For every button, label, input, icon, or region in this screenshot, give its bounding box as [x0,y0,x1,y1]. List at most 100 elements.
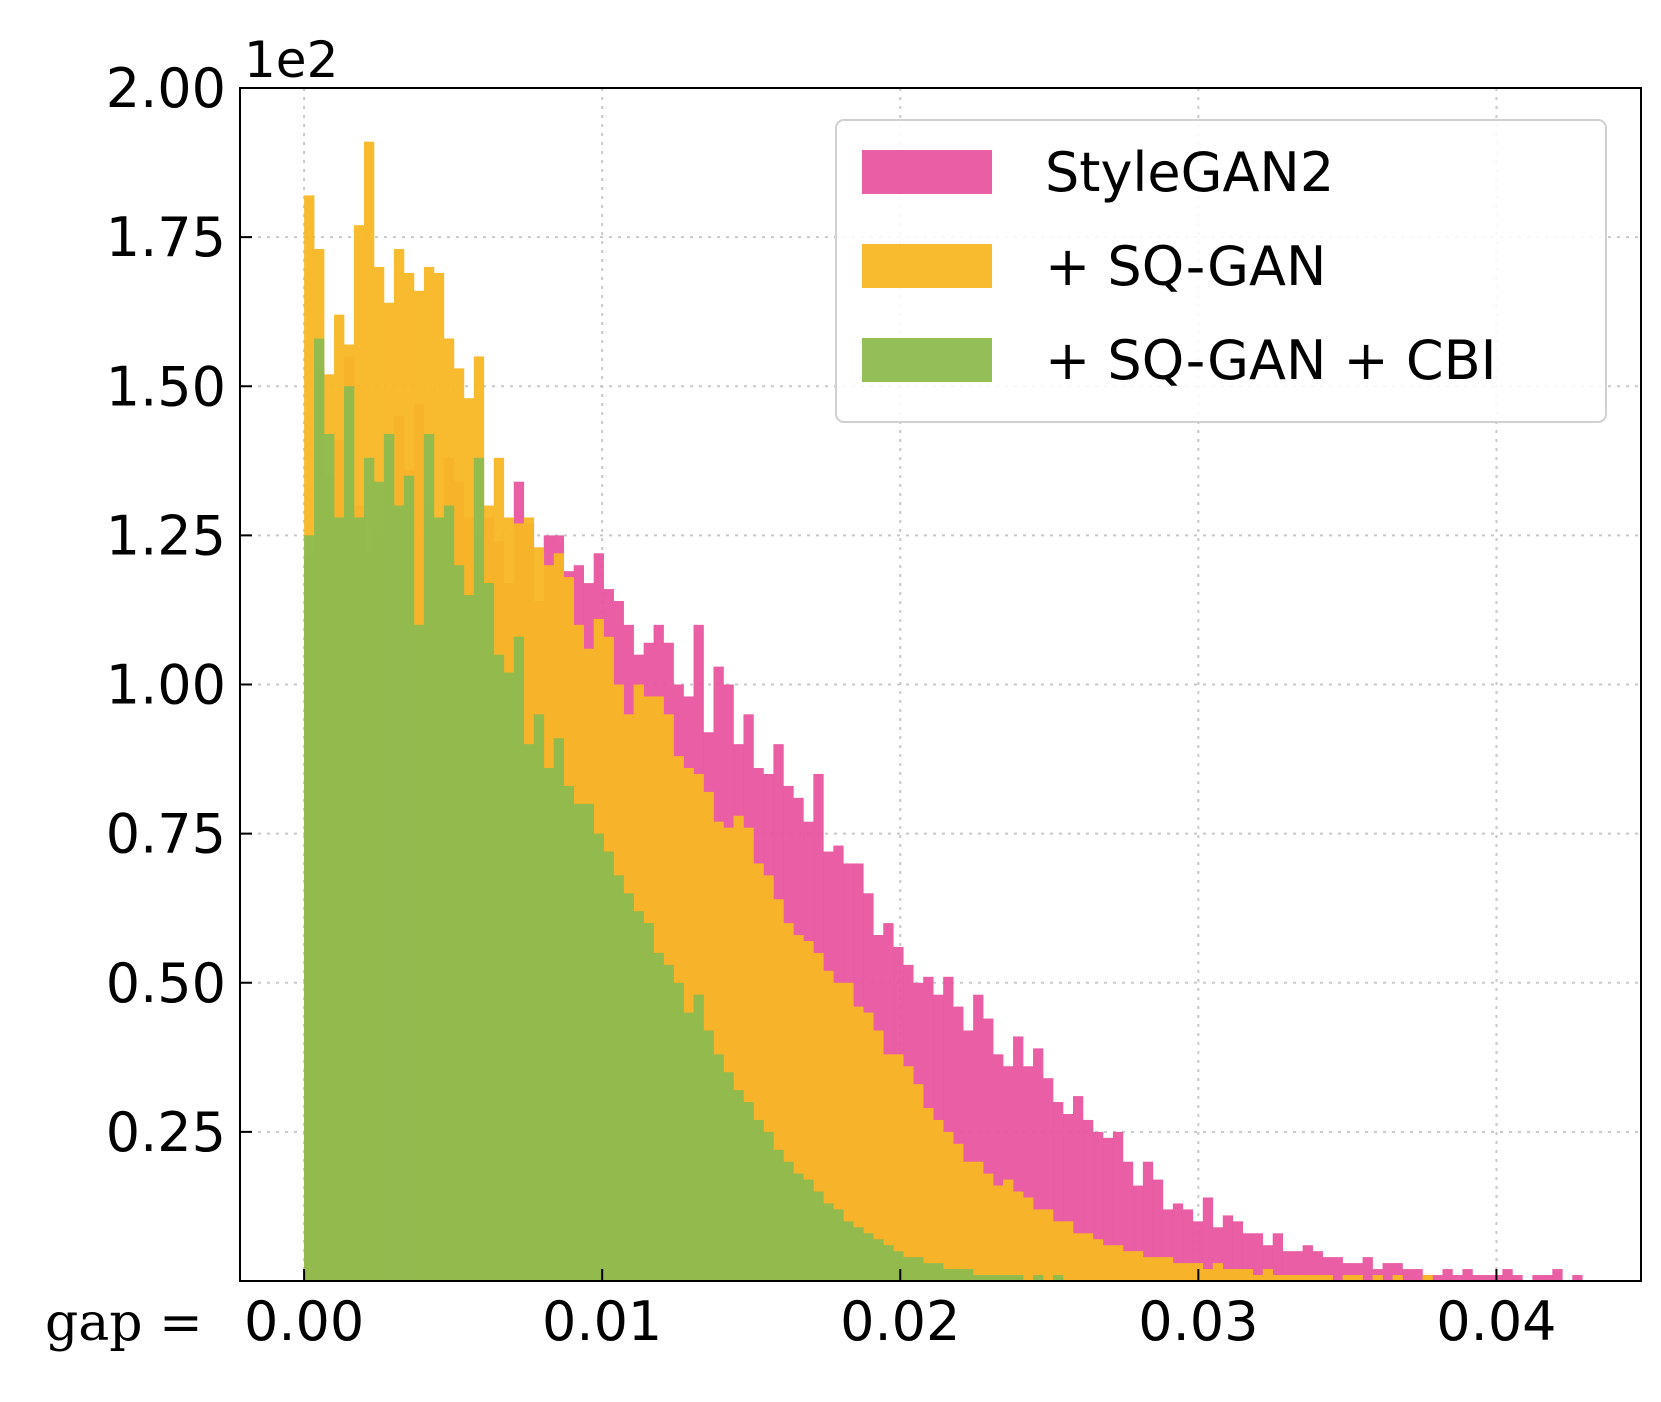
bar [923,1108,934,1281]
bar [843,982,854,1281]
bar [1532,1275,1543,1281]
bar [1352,1275,1363,1281]
bar [1552,1269,1563,1281]
bar [1342,1275,1353,1281]
bar [943,1131,954,1281]
y-tick-label: 2.00 [106,57,226,120]
bar [423,433,435,1282]
bar [603,851,614,1281]
bar [453,565,465,1281]
legend-label: + SQ-GAN + CBI [1045,329,1497,392]
bar [963,1161,974,1281]
bar [1432,1275,1443,1281]
bar [913,1257,924,1281]
bar [483,583,495,1281]
bar [1033,1048,1044,1281]
bar [873,1239,884,1281]
bar [1033,1209,1044,1281]
bar [773,899,784,1281]
bar [1502,1269,1513,1281]
bar [763,875,774,1281]
bar [1302,1275,1313,1281]
x-tick-label: 0.02 [840,1290,960,1353]
bar [373,481,385,1281]
bar [853,1227,864,1281]
bar [643,923,654,1281]
bar [653,952,664,1281]
bar [1232,1221,1244,1281]
bar [543,768,555,1281]
bar [1352,1263,1363,1281]
bar [1272,1275,1284,1281]
bar [903,1257,914,1281]
bar [883,1245,894,1281]
bar [973,994,984,1281]
legend-label: + SQ-GAN [1045,235,1326,298]
bar [1013,1275,1024,1281]
bar [703,1030,714,1281]
bar [973,1275,984,1281]
bar [473,457,485,1282]
bar [1382,1263,1393,1281]
bar [1092,1131,1104,1281]
bar [1033,1275,1044,1281]
bar [1142,1161,1154,1281]
y-offset-label: 1e2 [244,31,338,89]
bar [803,1179,814,1281]
bar [1242,1269,1254,1281]
bar [1013,1036,1024,1281]
bar [713,1054,724,1281]
bar [573,803,584,1281]
y-tick-label: 0.25 [106,1101,226,1164]
bar [1322,1257,1333,1281]
bar [1262,1269,1274,1281]
bar [753,1119,764,1281]
bar [933,1263,944,1281]
x-tick-label: 0.00 [244,1290,364,1353]
bar [973,1161,984,1281]
bar [813,952,824,1281]
bar [1222,1269,1234,1281]
bar [1192,1221,1204,1281]
bar [533,714,545,1281]
bar [1202,1197,1214,1281]
bar [1402,1269,1413,1281]
bar [1162,1209,1174,1281]
legend-swatch [862,244,992,288]
bar [803,940,814,1281]
bar [1232,1269,1244,1281]
bar [863,1233,874,1281]
bar [1023,1197,1034,1281]
bar [383,433,395,1282]
bar [1172,1263,1184,1281]
bar [783,1161,794,1281]
x-axis-label: gap = [45,1293,203,1353]
bar [344,386,355,1281]
bar [463,595,475,1281]
bar [993,1275,1004,1281]
bar [943,976,954,1281]
bar [1112,1245,1124,1281]
bar [1422,1275,1433,1281]
bar [713,821,724,1281]
bar [1162,1257,1174,1281]
bar [1482,1275,1493,1281]
bar [663,964,674,1281]
bar [1332,1257,1343,1281]
y-tick-label: 1.50 [106,355,226,418]
bar [1003,1275,1014,1281]
bar [883,1054,894,1281]
bar [1132,1185,1144,1281]
bar [1023,1066,1034,1281]
bar [693,994,704,1281]
bar [1132,1251,1144,1281]
bar [523,744,535,1281]
bar [1003,1066,1014,1281]
bar [923,1263,934,1281]
bar [1102,1245,1114,1281]
bar [1202,1269,1214,1281]
bar [893,1054,904,1281]
bar [1082,1233,1094,1281]
